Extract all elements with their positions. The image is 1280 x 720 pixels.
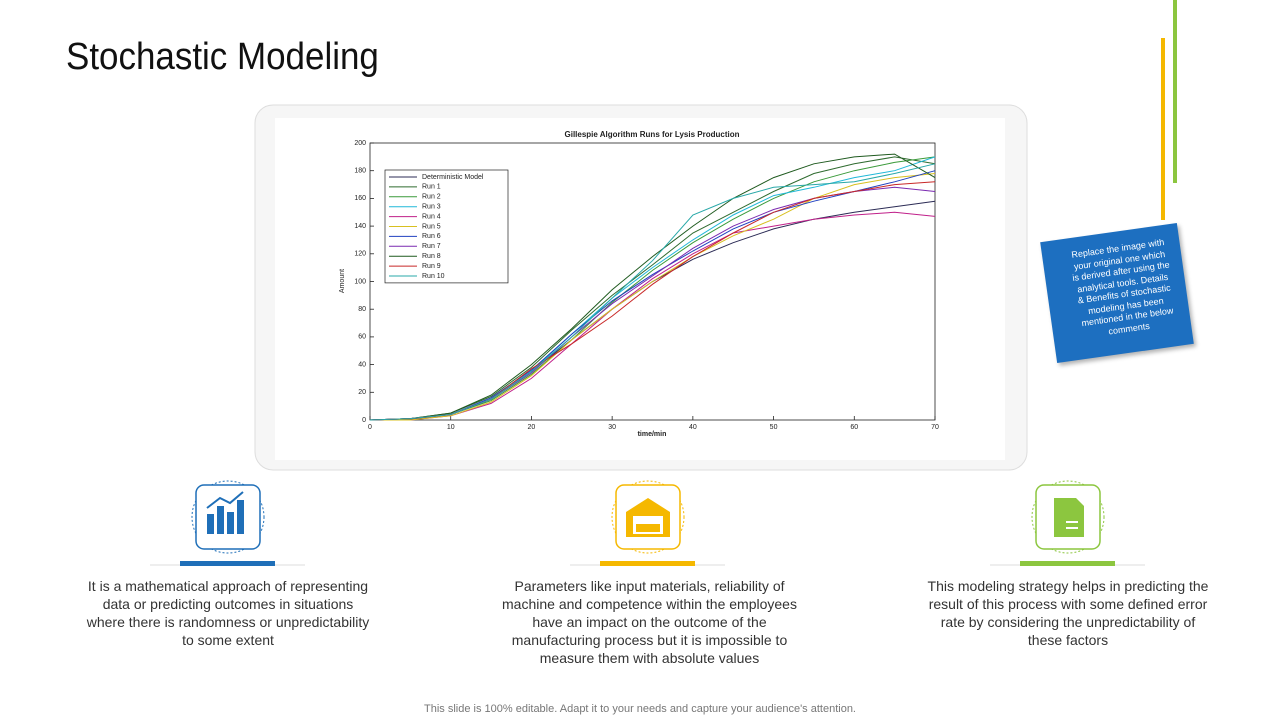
feature-icon bbox=[150, 480, 305, 566]
legend-label: Run 7 bbox=[422, 243, 441, 250]
slide-title: Stochastic Modeling bbox=[66, 36, 379, 78]
y-tick-label: 160 bbox=[354, 195, 366, 202]
y-tick-label: 180 bbox=[354, 168, 366, 175]
y-tick-label: 80 bbox=[358, 306, 366, 313]
legend-label: Run 9 bbox=[422, 263, 441, 270]
legend-label: Run 8 bbox=[422, 253, 441, 260]
x-tick-label: 70 bbox=[931, 424, 939, 431]
sticky-note: Replace the image with your original one… bbox=[1040, 222, 1194, 364]
x-tick-label: 10 bbox=[447, 424, 455, 431]
legend-label: Run 5 bbox=[422, 223, 441, 230]
feature-text: It is a mathematical approach of represe… bbox=[86, 578, 370, 648]
x-tick-label: 40 bbox=[689, 424, 697, 431]
feature-text: Parameters like input materials, reliabi… bbox=[502, 578, 797, 666]
y-tick-label: 60 bbox=[358, 334, 366, 341]
y-tick-label: 120 bbox=[354, 251, 366, 258]
x-axis-label: time/min bbox=[638, 431, 667, 438]
legend-label: Deterministic Model bbox=[422, 174, 484, 181]
x-tick-label: 60 bbox=[850, 424, 858, 431]
series-line bbox=[369, 153, 936, 421]
legend-label: Run 2 bbox=[422, 194, 441, 201]
y-tick-label: 140 bbox=[354, 223, 366, 230]
y-tick-label: 40 bbox=[358, 361, 366, 368]
x-tick-label: 0 bbox=[368, 424, 372, 431]
x-tick-label: 20 bbox=[528, 424, 536, 431]
y-axis-label: Amount bbox=[339, 269, 346, 293]
series-line bbox=[370, 173, 936, 421]
series-line bbox=[369, 163, 936, 421]
legend-label: Run 3 bbox=[422, 204, 441, 211]
legend-label: Run 6 bbox=[422, 233, 441, 240]
sticky-note-text: Replace the image with your original one… bbox=[1070, 236, 1174, 337]
legend-label: Run 10 bbox=[422, 273, 445, 280]
legend-label: Run 4 bbox=[422, 213, 441, 220]
y-tick-label: 200 bbox=[354, 140, 366, 147]
feature-text: This modeling strategy helps in predicti… bbox=[927, 578, 1209, 648]
y-tick-label: 100 bbox=[354, 278, 366, 285]
footer: This slide is 100% editable. Adapt it to… bbox=[424, 703, 856, 715]
x-tick-label: 30 bbox=[608, 424, 616, 431]
y-tick-label: 0 bbox=[362, 417, 366, 424]
y-tick-label: 20 bbox=[358, 389, 366, 396]
chart-title: Gillespie Algorithm Runs for Lysis Produ… bbox=[565, 130, 740, 139]
legend-label: Run 1 bbox=[422, 184, 441, 191]
x-tick-label: 50 bbox=[770, 424, 778, 431]
feature-icon bbox=[990, 480, 1145, 566]
feature-icon bbox=[570, 480, 725, 566]
